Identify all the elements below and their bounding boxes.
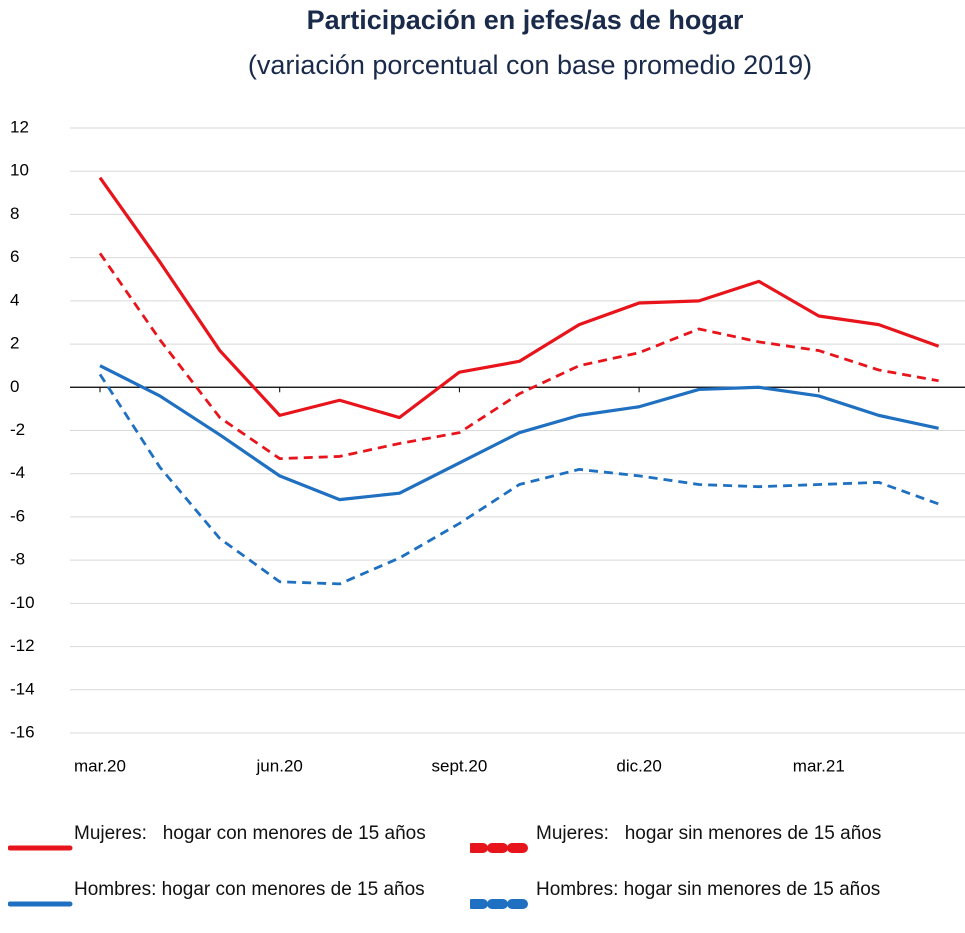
y-tick-label: -12 bbox=[10, 636, 35, 655]
series-line bbox=[98, 176, 940, 420]
y-tick-label: 4 bbox=[10, 290, 19, 309]
y-tick-label: -2 bbox=[10, 420, 25, 439]
y-tick-label: -16 bbox=[10, 722, 35, 741]
legend-label: Mujeres: hogar con menores de 15 años bbox=[74, 823, 426, 844]
y-tick-label: 10 bbox=[10, 161, 29, 180]
series-line bbox=[99, 364, 939, 502]
y-tick-label: 0 bbox=[10, 377, 19, 396]
y-tick-label: 12 bbox=[10, 117, 29, 136]
legend-label: Mujeres: hogar sin menores de 15 años bbox=[536, 823, 882, 844]
y-tick-label: 6 bbox=[10, 247, 19, 266]
x-tick-label: mar.20 bbox=[74, 756, 126, 775]
series-line bbox=[98, 373, 940, 586]
y-tick-label: -8 bbox=[10, 550, 25, 569]
legend-label: Hombres: hogar sin menores de 15 años bbox=[536, 879, 881, 900]
legend-item: Mujeres: hogar con menores de 15 años bbox=[8, 822, 434, 868]
legend-swatch bbox=[470, 843, 533, 853]
y-tick-label: -10 bbox=[10, 593, 35, 612]
y-tick-label: -6 bbox=[10, 506, 25, 525]
y-tick-label: -14 bbox=[10, 679, 35, 698]
legend-item: Mujeres: hogar sin menores de 15 años bbox=[470, 822, 896, 868]
x-tick-label: sept.20 bbox=[432, 756, 488, 775]
legend-item: Hombres: hogar con menores de 15 años bbox=[8, 878, 434, 924]
legend-item: Hombres: hogar sin menores de 15 años bbox=[470, 878, 896, 924]
y-tick-label: 8 bbox=[10, 204, 19, 223]
legend-swatch bbox=[470, 899, 533, 909]
legend-label: Hombres: hogar con menores de 15 años bbox=[74, 879, 425, 900]
y-tick-label: -4 bbox=[10, 463, 25, 482]
y-tick-label: 2 bbox=[10, 334, 19, 353]
legend-swatch bbox=[8, 845, 73, 851]
legend-swatch bbox=[8, 901, 73, 907]
series-line bbox=[98, 252, 939, 460]
chart-title: Participación en jefes/as de hogar bbox=[307, 5, 744, 35]
x-tick-label: jun.20 bbox=[256, 756, 303, 775]
x-tick-label: mar.21 bbox=[793, 756, 845, 775]
x-tick-label: dic.20 bbox=[616, 756, 661, 775]
chart-subtitle: (variación porcentual con base promedio … bbox=[248, 50, 812, 80]
